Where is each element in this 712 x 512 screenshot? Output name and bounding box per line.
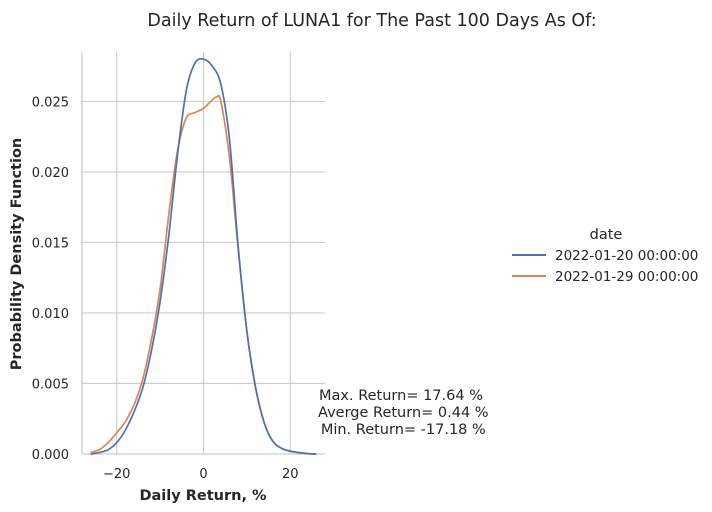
chart-title: Daily Return of LUNA1 for The Past 100 D…	[147, 11, 596, 31]
y-tick-label-4: 0.020	[32, 166, 69, 181]
grid	[82, 52, 325, 455]
y-tick-label-5: 0.025	[32, 95, 69, 110]
y-tick-label-2: 0.010	[32, 307, 69, 322]
y-tick-label-0: 0.000	[32, 448, 69, 463]
y-axis-label: Probability Density Function	[9, 138, 25, 370]
y-tick-label-3: 0.015	[32, 236, 69, 251]
series-line-1	[90, 57, 317, 455]
max-return-text: Max. Return= 17.64 %	[319, 388, 483, 404]
min-return-text: Min. Return= -17.18 %	[316, 422, 486, 438]
series-lines	[90, 57, 317, 455]
x-ticks: −20 0 20	[103, 467, 299, 482]
x-axis-label: Daily Return, %	[139, 488, 267, 504]
y-ticks: 0.000 0.005 0.010 0.015 0.020 0.025	[32, 95, 69, 463]
legend: date 2022-01-20 00:00:00 2022-01-29 00:0…	[512, 227, 698, 285]
y-tick-label-1: 0.005	[32, 377, 69, 392]
average-return-text: Averge Return= 0.44 %	[313, 405, 488, 421]
legend-label-series-2: 2022-01-29 00:00:00	[555, 269, 698, 285]
axis-spines	[81, 52, 325, 455]
x-tick-label-1: 0	[199, 467, 207, 482]
x-tick-label-2: 20	[282, 467, 299, 482]
legend-title: date	[590, 227, 623, 243]
stats-annotation: Max. Return= 17.64 % Averge Return= 0.44…	[313, 388, 488, 438]
legend-label-series-1: 2022-01-20 00:00:00	[555, 248, 698, 264]
x-tick-label-0: −20	[103, 467, 130, 482]
